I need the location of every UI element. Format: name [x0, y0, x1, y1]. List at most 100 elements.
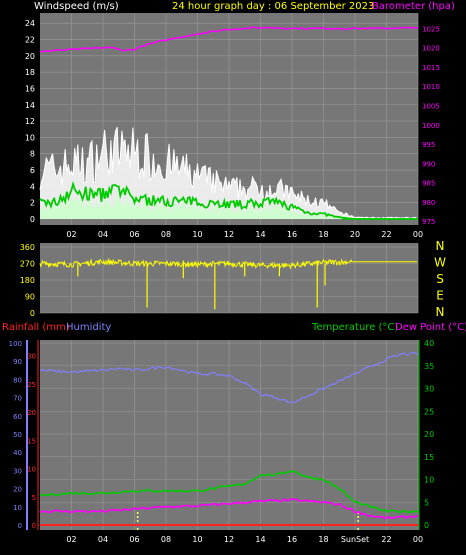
baro-tick-label: 1000 — [422, 122, 440, 130]
wind-light-area — [40, 194, 417, 219]
wind-x-tick-label: 22 — [381, 230, 391, 239]
wind-x-tick-label: 00 — [413, 230, 423, 239]
direction-tick-label: 90 — [25, 293, 35, 302]
temp-tick-label: 10 — [424, 476, 434, 485]
barometer-line — [40, 26, 419, 53]
temp-x-tick-label: 08 — [161, 535, 171, 544]
dewpoint-legend: Dew Point (°C) — [395, 322, 466, 333]
baro-tick-label: 990 — [422, 160, 435, 168]
humidity-tick-label: 50 — [13, 431, 22, 439]
temp-x-tick-label: 04 — [98, 535, 108, 544]
temp-humidity-grid — [40, 340, 419, 530]
temperature-line — [39, 470, 419, 514]
temp-x-tick-label: 06 — [129, 535, 139, 544]
temp-x-tick-label: SunSet — [341, 535, 369, 544]
temperature-y-axis: 0 5 10 15 20 25 30 35 40 — [418, 339, 434, 530]
direction-tick-label: 180 — [20, 276, 35, 285]
direction-tick-label: 0 — [30, 309, 35, 318]
wind-baro-series — [39, 26, 419, 220]
wind-tick-label: 2 — [30, 199, 35, 208]
compass-label: N — [436, 239, 445, 253]
direction-series — [39, 257, 418, 310]
humidity-tick-label: 40 — [13, 449, 22, 457]
temp-x-tick-label: 18 — [318, 535, 328, 544]
wind-x-tick-label: 08 — [161, 230, 171, 239]
wind-x-tick-label: 06 — [129, 230, 139, 239]
temp-tick-label: 35 — [424, 362, 434, 371]
direction-line — [39, 257, 418, 270]
humidity-legend: Humidity — [66, 322, 111, 333]
humidity-tick-label: 90 — [13, 358, 22, 366]
wind-x-tick-label: 16 — [287, 230, 297, 239]
temp-x-tick-label: 10 — [192, 535, 202, 544]
rainfall-tick-label: 15 — [27, 437, 36, 445]
rainfall-y-axis: 0 5 10 15 20 25 30 — [27, 340, 39, 530]
humidity-tick-label: 10 — [13, 504, 22, 512]
humidity-tick-label: 100 — [9, 340, 22, 348]
wind-tick-label: 0 — [30, 215, 35, 224]
temp-tick-label: 25 — [424, 407, 434, 416]
temp-tick-label: 0 — [424, 521, 429, 530]
temp-x-tick-label: 12 — [224, 535, 234, 544]
temp-tick-label: 20 — [424, 430, 434, 439]
wind-tick-label: 16 — [25, 84, 35, 93]
wind-tick-label: 4 — [30, 182, 35, 191]
wind-x-tick-label: 18 — [318, 230, 328, 239]
humidity-tick-label: 0 — [18, 522, 22, 530]
compass-label: E — [436, 289, 444, 303]
wind-tick-label: 18 — [25, 68, 35, 77]
wind-tick-label: 6 — [30, 166, 35, 175]
rainfall-tick-label: 5 — [32, 494, 36, 502]
wind-gust-line — [39, 127, 417, 219]
rainfall-tick-label: 10 — [27, 466, 36, 474]
rainfall-tick-label: 0 — [32, 522, 36, 530]
baro-tick-label: 1010 — [422, 83, 440, 91]
graph-title: 24 hour graph day : 06 September 2023 — [172, 1, 374, 12]
humidity-line — [39, 352, 419, 404]
wind-x-tick-label: 12 — [224, 230, 234, 239]
temp-x-tick-label: 14 — [255, 535, 265, 544]
baro-tick-label: 975 — [422, 218, 435, 226]
compass-label: N — [436, 305, 445, 319]
humidity-tick-label: 20 — [13, 486, 22, 494]
dewpoint-line — [39, 498, 419, 520]
temperature-legend: Temperature (°C) — [311, 322, 398, 333]
baro-tick-label: 1025 — [422, 25, 440, 33]
rainfall-tick-label: 30 — [27, 353, 36, 361]
wind-x-tick-label: 04 — [98, 230, 108, 239]
humidity-tick-label: 70 — [13, 395, 22, 403]
baro-tick-label: 1005 — [422, 103, 440, 111]
wind-tick-label: 14 — [25, 101, 35, 110]
compass-label: S — [436, 272, 444, 286]
rainfall-tick-label: 25 — [27, 381, 36, 389]
humidity-tick-label: 30 — [13, 467, 22, 475]
temp-humidity-series — [39, 352, 419, 530]
rainfall-legend: Rainfall (mm) — [2, 322, 70, 333]
humidity-tick-label: 60 — [13, 413, 22, 421]
windspeed-axis-title: Windspeed (m/s) — [34, 1, 119, 12]
temp-tick-label: 30 — [424, 385, 434, 394]
compass-label: W — [434, 256, 446, 270]
temp-x-axis: 02 04 06 08 10 12 14 16 18 SunSet 22 00 — [66, 535, 423, 544]
baro-tick-label: 1020 — [422, 45, 440, 53]
direction-y-axis: 0 90 180 270 360 — [20, 243, 35, 318]
wind-x-axis: 02 04 06 08 10 12 14 16 18 20 22 00 — [66, 230, 423, 239]
wind-x-tick-label: 02 — [66, 230, 76, 239]
wind-x-tick-label: 14 — [255, 230, 265, 239]
humidity-y-axis: 0 10 20 30 40 50 60 70 80 90 100 — [9, 340, 28, 530]
temp-x-tick-label: 16 — [287, 535, 297, 544]
wind-tick-label: 10 — [25, 133, 35, 142]
temp-x-tick-label: 02 — [66, 535, 76, 544]
humidity-tick-label: 80 — [13, 376, 22, 384]
temp-tick-label: 40 — [424, 339, 434, 348]
baro-tick-label: 995 — [422, 141, 435, 149]
temp-x-tick-label: 00 — [413, 535, 423, 544]
baro-tick-label: 980 — [422, 199, 435, 207]
wind-tick-label: 8 — [30, 150, 35, 159]
temp-x-tick-label: 22 — [381, 535, 391, 544]
wind-x-tick-label: 20 — [350, 230, 360, 239]
baro-tick-label: 985 — [422, 180, 435, 188]
